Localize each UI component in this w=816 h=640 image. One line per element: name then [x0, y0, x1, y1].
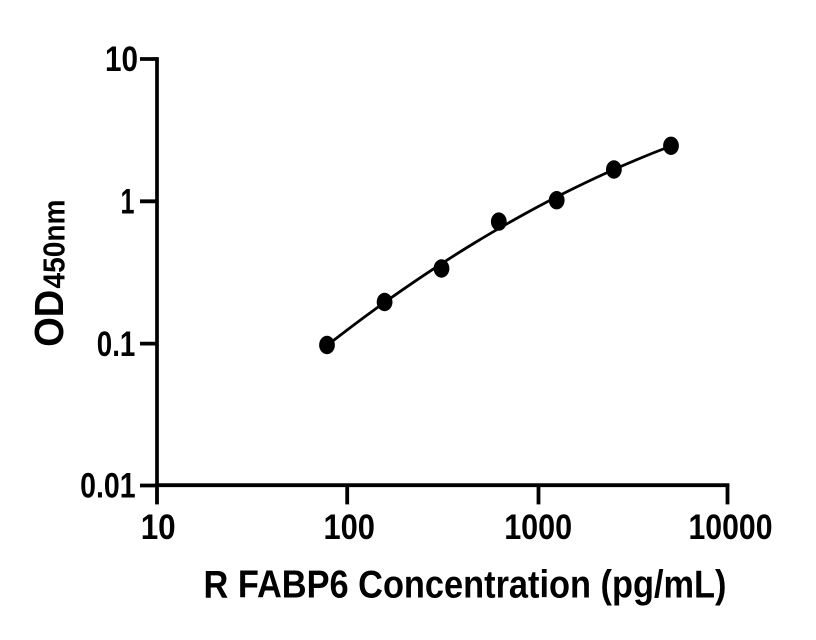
svg-text:10: 10 [141, 508, 176, 547]
svg-text:100: 100 [323, 508, 375, 547]
svg-text:0.1: 0.1 [97, 325, 136, 364]
svg-text:0.01: 0.01 [80, 467, 136, 506]
svg-text:OD: OD [26, 290, 72, 347]
svg-text:10000: 10000 [689, 508, 773, 547]
svg-text:450nm: 450nm [38, 200, 72, 289]
svg-text:10: 10 [105, 40, 138, 79]
svg-text:R FABP6 Concentration (pg/mL): R FABP6 Concentration (pg/mL) [204, 564, 727, 607]
svg-text:1: 1 [121, 183, 135, 222]
svg-text:1000: 1000 [504, 508, 572, 547]
